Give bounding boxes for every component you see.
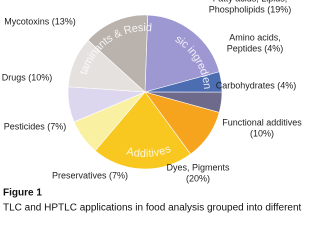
slice-label: Pesticides (7%) <box>4 121 67 131</box>
slice-label: (10%) <box>250 128 274 138</box>
slice-label: Peptides (4%) <box>227 43 284 53</box>
caption: TLC and HPTLC applications in food analy… <box>3 203 302 214</box>
slice-label: Functional additives <box>222 117 302 127</box>
slice-label: Drugs (10%) <box>2 72 53 82</box>
slice-label: Carbohydrates (4%) <box>216 80 297 90</box>
slice-label: (20%) <box>186 173 210 183</box>
slice-label: Mycotoxins (13%) <box>4 16 76 26</box>
pie-slice <box>144 14 220 93</box>
slice-label: Phospholipids (19%) <box>209 4 292 14</box>
slice-label: Preservatives (7%) <box>52 170 128 180</box>
pie <box>67 14 223 170</box>
chart: Figure 1 TLC and HPTLC applications in f… <box>0 0 302 214</box>
figure-label: Figure 1 <box>3 188 42 199</box>
pie-slice <box>94 91 192 170</box>
slice-label: Fatty acids, Lipids, <box>213 0 288 3</box>
pie-slice <box>87 14 148 93</box>
slice-label: Dyes, Pigments <box>166 162 230 172</box>
slice-label: Amino acids, <box>229 32 281 42</box>
